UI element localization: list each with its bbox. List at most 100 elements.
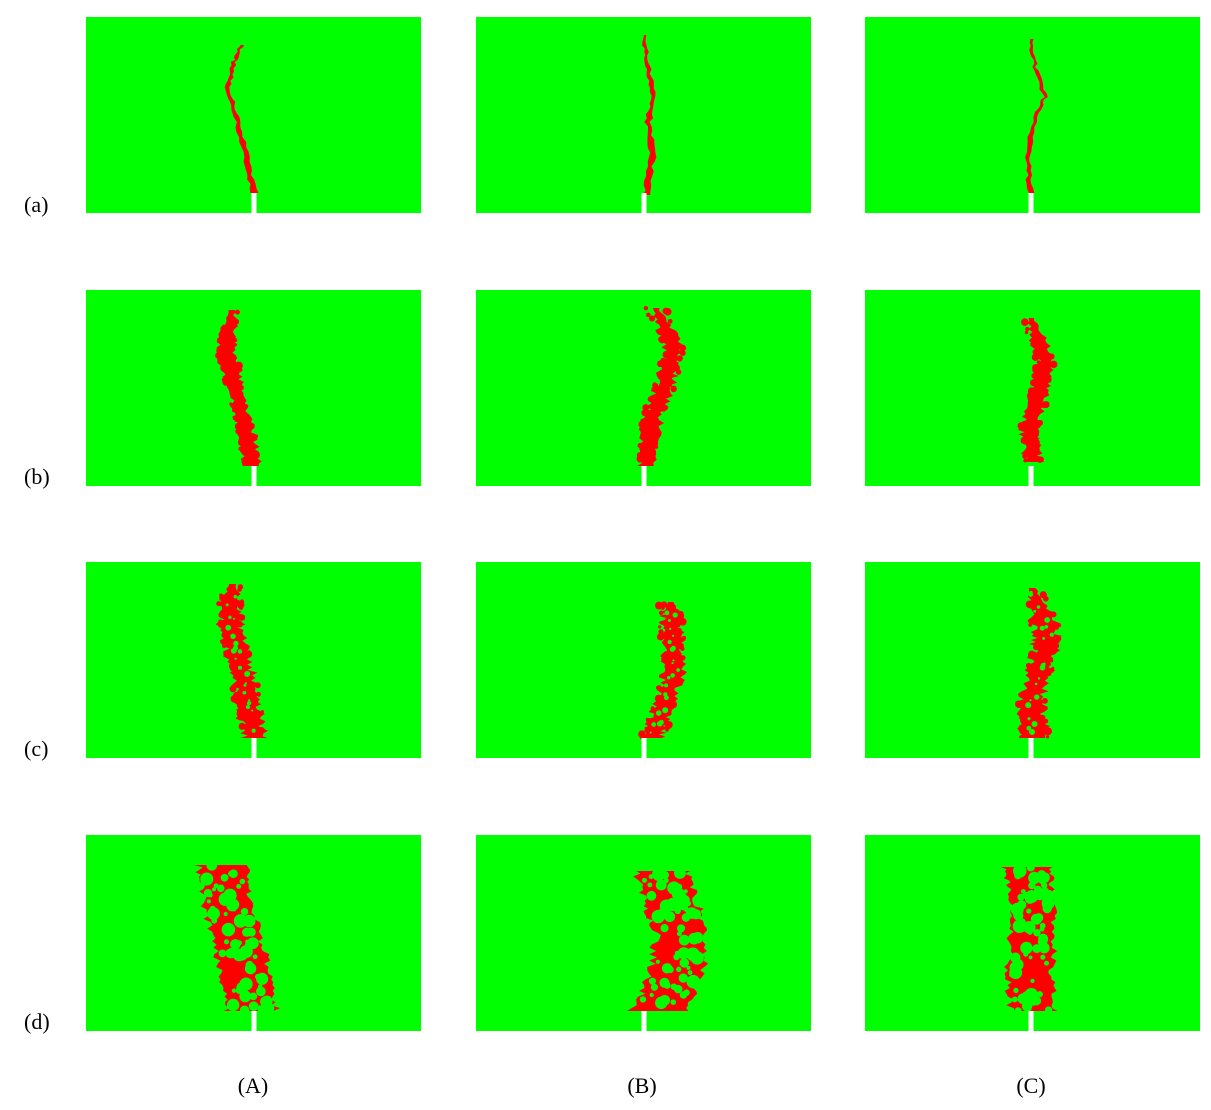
cell	[216, 884, 225, 893]
crack-fragment	[1031, 373, 1038, 379]
crack-fragment	[216, 347, 223, 354]
cell	[650, 983, 658, 991]
cell	[261, 999, 271, 1008]
cell	[676, 966, 682, 972]
pore	[1044, 624, 1049, 629]
crack-fragment	[1048, 353, 1055, 360]
crack-fragment	[239, 605, 244, 610]
cell	[1026, 947, 1031, 952]
cell	[1034, 913, 1044, 923]
pore	[669, 646, 675, 652]
cell	[239, 878, 246, 885]
panel-b-C	[865, 290, 1200, 486]
crack-fragment	[1045, 735, 1050, 739]
crack-fragment	[643, 306, 649, 311]
cell	[245, 960, 254, 969]
crack-fragment	[1049, 360, 1058, 369]
cell	[1045, 1006, 1053, 1014]
crack-fragment	[235, 309, 240, 315]
cell	[223, 911, 228, 917]
cell	[1032, 944, 1042, 954]
panel-plot	[86, 562, 421, 758]
pore	[230, 633, 236, 640]
crack-fragment	[220, 364, 228, 372]
cell	[682, 948, 690, 955]
panel-d-B	[476, 835, 811, 1031]
cell	[1011, 996, 1018, 1003]
cell	[670, 983, 678, 990]
crack-fragment	[646, 312, 651, 318]
cell	[1026, 863, 1035, 872]
pore	[1031, 721, 1038, 727]
pore	[676, 668, 680, 672]
cell	[683, 907, 689, 913]
crack-fragment	[1031, 380, 1038, 387]
cell	[676, 924, 686, 933]
crack-fragment	[229, 402, 233, 406]
crack-fragment	[645, 729, 650, 734]
crack-fragment	[677, 612, 685, 620]
panel-plot	[865, 17, 1200, 213]
cell	[1020, 889, 1026, 894]
crack-fragment	[232, 405, 236, 409]
pore	[667, 618, 671, 622]
cell	[236, 883, 242, 889]
pore	[663, 695, 669, 701]
cell	[659, 977, 670, 988]
cell	[660, 1002, 665, 1006]
panel-c-B	[476, 562, 811, 758]
damage-zone	[642, 35, 657, 195]
notch	[641, 466, 647, 486]
panel-a-C	[865, 17, 1200, 213]
notch	[251, 738, 257, 758]
crack-fragment	[228, 662, 236, 670]
cell	[655, 959, 660, 964]
pore	[225, 624, 232, 631]
notch	[1028, 1011, 1034, 1031]
crack-fragment	[1028, 650, 1036, 658]
crack-fragment	[233, 338, 238, 343]
cell	[239, 1005, 250, 1015]
cell	[652, 867, 666, 881]
crack-fragment	[639, 427, 644, 432]
crack-fragment	[222, 643, 227, 649]
panel-b-A	[86, 290, 421, 486]
cell	[678, 973, 688, 983]
pore	[1029, 729, 1036, 736]
crack-fragment	[222, 324, 226, 328]
crack-fragment	[656, 360, 664, 368]
cell	[659, 994, 671, 1006]
cell	[1041, 937, 1048, 944]
crack-fragment	[667, 382, 673, 387]
panel-plot	[476, 17, 811, 213]
notch	[1028, 738, 1034, 758]
crack-fragment	[656, 371, 664, 379]
row-label-d: (d)	[24, 1009, 50, 1034]
pore	[671, 634, 675, 637]
cell	[226, 998, 240, 1012]
crack-fragment	[670, 385, 677, 393]
crack-path	[642, 35, 657, 195]
cell	[240, 907, 249, 916]
crack-fragment	[682, 635, 687, 640]
damage-zone	[215, 584, 269, 738]
cell	[221, 922, 236, 937]
crack-fragment	[1043, 595, 1049, 602]
damage-zone	[1014, 588, 1063, 739]
pore	[669, 627, 672, 630]
crack-fragment	[680, 655, 686, 661]
crack-fragment	[654, 694, 663, 703]
crack-fragment	[679, 350, 686, 357]
crack-fragment	[234, 370, 240, 376]
cell	[660, 924, 669, 933]
pore	[228, 615, 232, 620]
crack-fragment	[675, 369, 682, 375]
cell	[639, 996, 647, 1003]
crack-fragment	[218, 619, 223, 624]
crack-fragment	[1046, 374, 1052, 380]
cell	[212, 887, 217, 892]
notch	[251, 193, 257, 213]
cell	[647, 882, 653, 888]
crack-fragment	[676, 637, 682, 643]
pore	[664, 683, 669, 688]
